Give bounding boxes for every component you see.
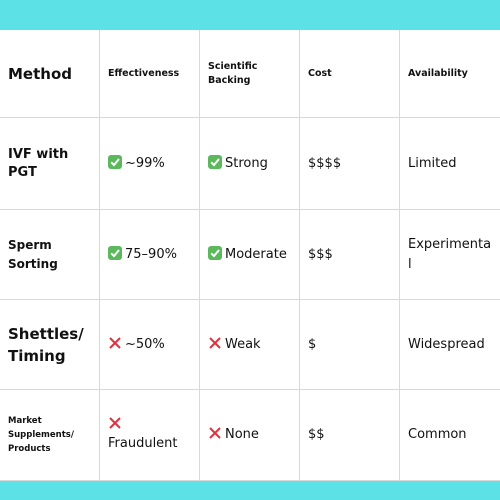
cell-value: Weak — [225, 336, 261, 352]
cell-value: Moderate — [225, 246, 287, 262]
cell-text: Fraudulent — [108, 416, 178, 454]
cross-icon — [208, 426, 222, 440]
cell-value: None — [225, 427, 259, 442]
cell: ~99% — [100, 118, 200, 210]
cell: Widespread — [400, 300, 500, 390]
check-icon — [108, 155, 122, 169]
cell: Limited — [400, 118, 500, 210]
cell: 75–90% — [100, 210, 200, 300]
cell-value: $$$$ — [308, 155, 342, 171]
cell-value: Experimental — [408, 236, 492, 272]
cell: Common — [400, 390, 500, 481]
cell-value: ~50% — [125, 336, 165, 352]
cross-icon — [108, 336, 122, 350]
cell: ~50% — [100, 300, 200, 390]
cell: Experimental — [400, 210, 500, 300]
cell-text: Moderate — [208, 245, 287, 265]
check-icon — [108, 246, 122, 260]
method-text: IVF with PGT — [8, 146, 69, 180]
check-icon — [208, 155, 222, 169]
cell: $$$$ — [300, 118, 400, 210]
header-text: Effectiveness — [108, 67, 180, 79]
cell-text: 75–90% — [108, 245, 177, 265]
cell: Weak — [200, 300, 300, 390]
cell: Fraudulent — [100, 390, 200, 481]
cross-icon — [208, 336, 222, 350]
comparison-table: Method Effectiveness Scientific Backing … — [0, 30, 500, 481]
cell-value: Strong — [225, 155, 268, 171]
cell: Strong — [200, 118, 300, 210]
method-text: Sperm Sorting — [8, 237, 58, 271]
cell-value: 75–90% — [125, 246, 177, 262]
cell: None — [200, 390, 300, 481]
check-icon — [208, 246, 222, 260]
cell-value: Widespread — [408, 336, 485, 352]
cell: $$ — [300, 390, 400, 481]
header-text: Availability — [408, 67, 468, 79]
cell-value: Fraudulent — [108, 436, 178, 451]
method-cell: Market Supplements/ Products — [0, 390, 100, 481]
cell-value: $$ — [308, 427, 325, 442]
bottom-band — [0, 481, 500, 500]
method-cell: IVF with PGT — [0, 118, 100, 210]
header-cell: Availability — [400, 30, 500, 118]
cell-text: Weak — [208, 335, 261, 355]
cell: $ — [300, 300, 400, 390]
cell-value: ~99% — [125, 155, 165, 171]
header-text: Method — [8, 64, 72, 83]
header-text: Cost — [308, 67, 332, 79]
cell-text: Strong — [208, 154, 268, 174]
cross-icon — [108, 416, 122, 430]
cell-value: Limited — [408, 155, 457, 171]
method-text: Shettles/ Timing — [8, 324, 84, 365]
method-text: Market Supplements/ Products — [8, 416, 74, 454]
cell: Moderate — [200, 210, 300, 300]
header-text: Scientific Backing — [208, 60, 258, 86]
cell-text: ~99% — [108, 154, 165, 174]
cell: $$$ — [300, 210, 400, 300]
cell-value: $$$ — [308, 246, 333, 262]
cell-value: Common — [408, 427, 467, 442]
header-cell: Cost — [300, 30, 400, 118]
header-cell: Method — [0, 30, 100, 118]
header-cell: Effectiveness — [100, 30, 200, 118]
cell-value: $ — [308, 336, 317, 352]
header-cell: Scientific Backing — [200, 30, 300, 118]
cell-text: ~50% — [108, 335, 165, 355]
cell-text: None — [208, 425, 259, 445]
top-band — [0, 0, 500, 30]
method-cell: Shettles/ Timing — [0, 300, 100, 390]
method-cell: Sperm Sorting — [0, 210, 100, 300]
